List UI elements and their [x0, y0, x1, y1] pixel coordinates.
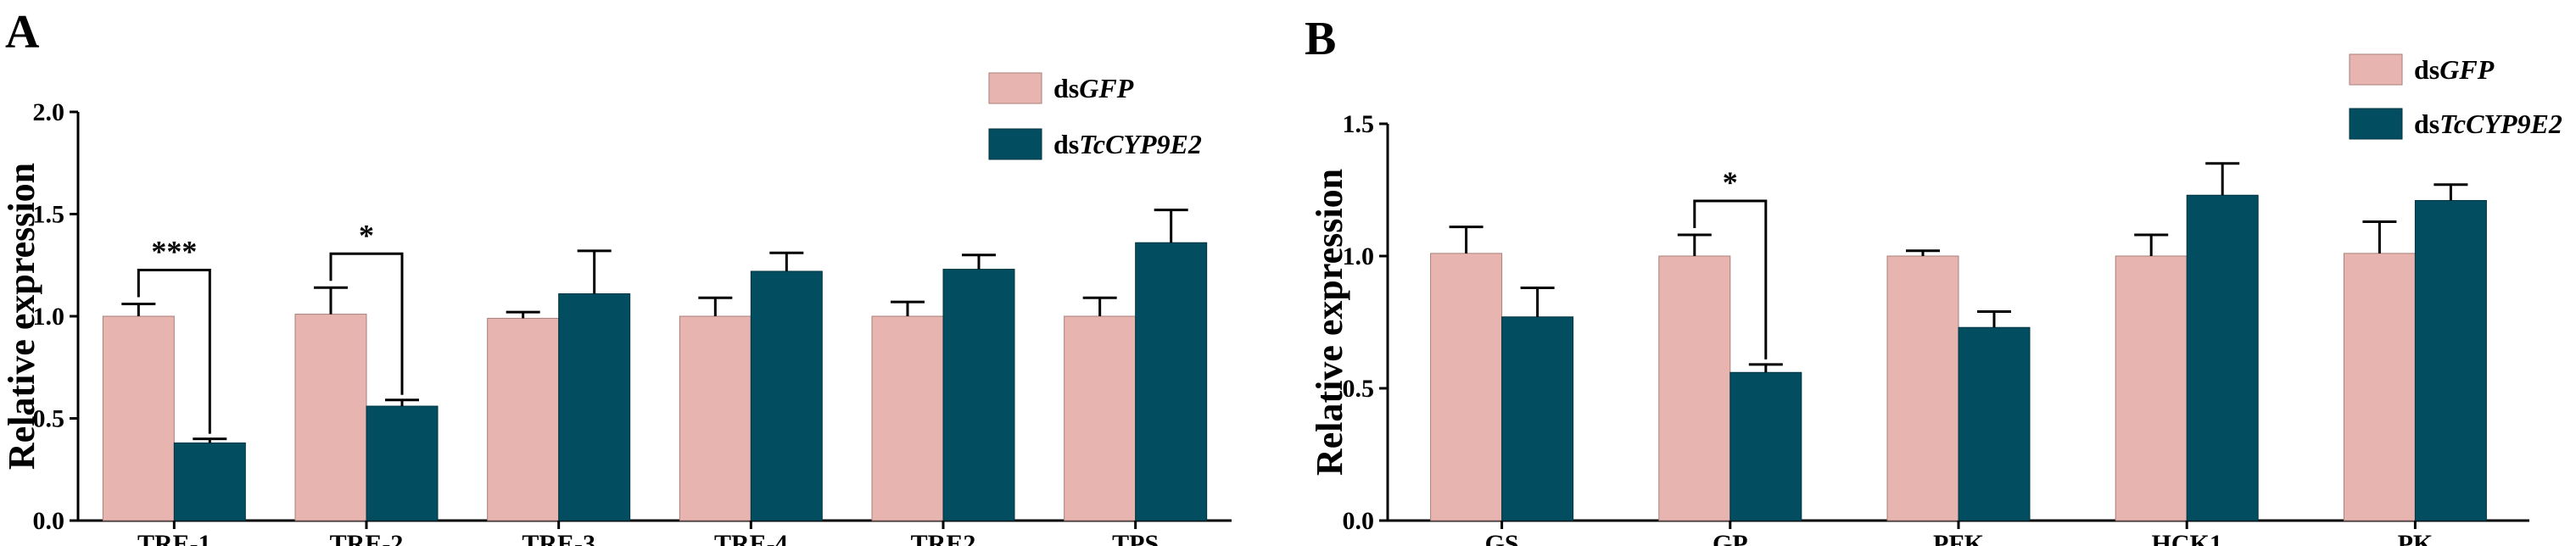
bar-dsTcCYP9E2-TRE-3 [558, 292, 631, 521]
bar-dsTcCYP9E2-HCK1 [2186, 194, 2259, 521]
bar-dsGFP-TRE-3 [487, 317, 560, 521]
bar-dsTcCYP9E2-TRE2 [942, 269, 1015, 521]
bar-dsTcCYP9E2-GP [1729, 371, 1802, 521]
bar-dsGFP-GS [1430, 253, 1503, 521]
bar-dsGFP-TRE2 [871, 315, 944, 521]
y-axis-title: Relative expression [1309, 169, 1350, 476]
category-label: GS [1485, 530, 1519, 546]
y-tick-label: 1.0 [1343, 242, 1375, 270]
significance-bracket [1693, 199, 1768, 359]
category-label: HCK1 [2152, 530, 2222, 546]
y-axis-title: Relative expression [1, 163, 42, 470]
legend-label-dsGFP: dsGFP [2414, 54, 2495, 85]
bar-dsTcCYP9E2-GS [1501, 316, 1574, 521]
category-label: PFK [1933, 530, 1985, 546]
legend-swatch-dsGFP [988, 72, 1042, 104]
category-label: TRE2 [911, 530, 976, 546]
category-label: TRE-3 [522, 530, 595, 546]
y-tick-label: 2.0 [33, 98, 65, 126]
significance-bracket [137, 269, 211, 434]
bar-dsGFP-GP [1658, 255, 1731, 521]
panel-a-letter: A [5, 6, 40, 58]
bar-dsGFP-HCK1 [2115, 255, 2188, 521]
category-label: GP [1713, 530, 1748, 546]
y-tick-label: 1.5 [1343, 110, 1375, 138]
legend-label-dsTcCYP9E2: dsTcCYP9E2 [2414, 109, 2562, 139]
bar-dsTcCYP9E2-PFK [1958, 326, 2031, 521]
significance-label: * [1723, 165, 1738, 199]
panel-a-chart: Relative expression 0.0 0.5 1.0 1.5 2.0 TRE-1 T… [1, 72, 1232, 546]
y-tick-label: 0.0 [33, 507, 65, 535]
y-tick-label: 1.5 [33, 201, 65, 229]
bar-dsTcCYP9E2-TRE-2 [366, 405, 439, 521]
category-label: TRE-4 [714, 530, 788, 546]
category-label: PK [2398, 530, 2434, 546]
y-tick-label: 0.0 [1343, 507, 1375, 535]
bar-dsGFP-PFK [1886, 255, 1959, 521]
significance-label: *** [151, 235, 197, 269]
significance-bracket [329, 252, 404, 395]
category-label: TPS [1112, 530, 1159, 546]
bar-dsGFP-TPS [1064, 315, 1137, 521]
bar-dsGFP-PK [2343, 253, 2416, 521]
bar-dsTcCYP9E2-TRE-4 [750, 270, 823, 521]
bar-dsGFP-TRE-2 [294, 314, 367, 521]
panel-b-letter: B [1305, 13, 1336, 65]
bar-dsTcCYP9E2-TPS [1135, 242, 1208, 521]
legend-label-dsGFP: dsGFP [1053, 73, 1134, 103]
legend-swatch-dsTcCYP9E2 [988, 128, 1042, 160]
bar-dsTcCYP9E2-TRE-1 [173, 442, 246, 521]
significance-label: * [359, 218, 374, 252]
y-tick-label: 1.0 [33, 303, 65, 331]
bar-dsGFP-TRE-1 [102, 315, 175, 521]
bar-dsGFP-TRE-4 [679, 315, 752, 521]
panel-b-chart: Relative expression 0.0 0.5 1.0 1.5 GS GP PFK HC… [1309, 53, 2562, 546]
legend-swatch-dsGFP [2349, 53, 2403, 86]
category-label: TRE-2 [330, 530, 404, 546]
category-label: TRE-1 [137, 530, 211, 546]
y-tick-label: 0.5 [33, 405, 65, 433]
y-tick-label: 0.5 [1343, 375, 1375, 403]
legend-label-dsTcCYP9E2: dsTcCYP9E2 [1053, 129, 1202, 159]
legend-swatch-dsTcCYP9E2 [2349, 108, 2403, 140]
bar-dsTcCYP9E2-PK [2414, 199, 2487, 521]
